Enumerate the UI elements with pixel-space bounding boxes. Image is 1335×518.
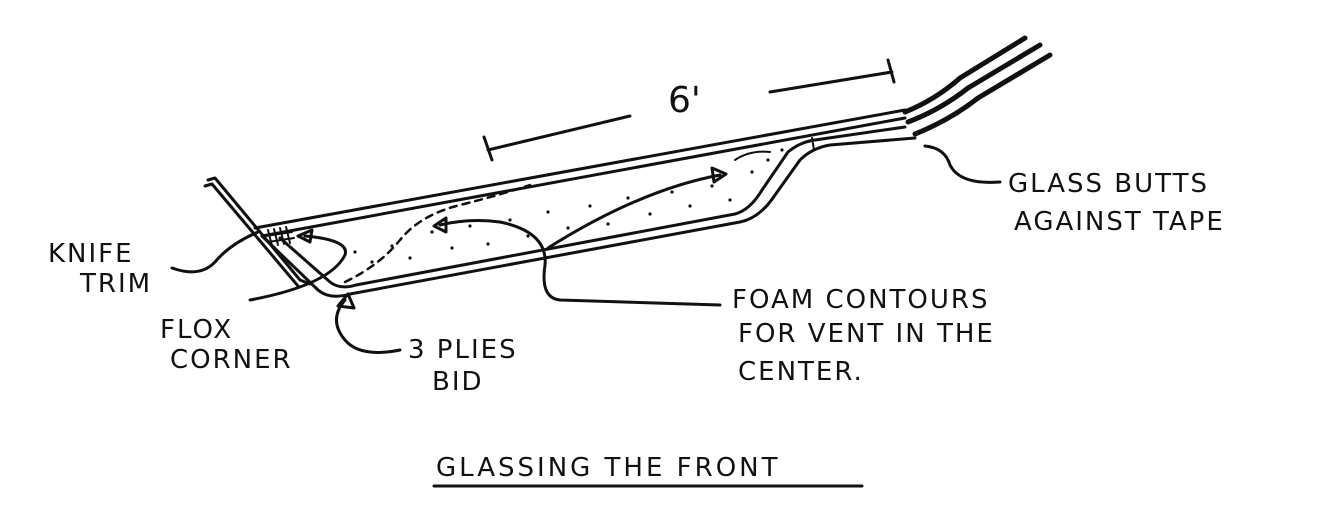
foam-line-1: FOAM CONTOURS <box>732 285 989 315</box>
arrowhead-flox <box>296 228 314 244</box>
knife-trim-line-2: TRIM <box>79 269 152 299</box>
glass-top-inner <box>260 116 907 238</box>
label-glass-butts: GLASS BUTTS AGAINST TAPE <box>1008 169 1225 237</box>
glass-butts-line-2: AGAINST TAPE <box>1014 207 1225 237</box>
dimension-line-left <box>486 114 632 152</box>
leader-foam-2 <box>546 173 722 250</box>
plies-line-1: 3 PLIES <box>408 335 518 365</box>
foam-contour-line <box>734 150 771 161</box>
knife-trim-line-1: KNIFE <box>48 239 134 269</box>
label-flox-corner: FLOX CORNER <box>160 315 293 375</box>
plies-line-2: BID <box>432 367 484 397</box>
foam-contour-dashed <box>343 183 532 284</box>
label-plies: 3 PLIES BID <box>408 335 518 397</box>
dimension-label: 6' <box>668 80 701 121</box>
leader-glass-butts <box>923 144 1002 184</box>
label-knife-trim: KNIFE TRIM <box>48 239 152 299</box>
diagram-title: GLASSING THE FRONT <box>436 453 781 483</box>
tape-edge-mark <box>811 137 815 151</box>
glass-butts-line-1: GLASS BUTTS <box>1008 169 1209 199</box>
existing-structure-line-1 <box>902 35 1028 115</box>
arrowhead-foam <box>432 216 448 234</box>
leader-plies <box>335 298 402 354</box>
leader-foam <box>438 219 722 307</box>
glass-bottom-inner <box>278 125 907 289</box>
foam-dots <box>353 148 784 264</box>
foam-line-2: FOR VENT IN THE <box>738 319 995 349</box>
flox-corner-line-1: FLOX <box>160 315 233 345</box>
glass-top-outer <box>253 108 907 230</box>
arrowhead-plies <box>336 292 356 310</box>
leader-flox-corner <box>248 234 347 302</box>
dimension-line-right <box>768 70 894 94</box>
knife-trim-line <box>206 176 312 286</box>
flox-corner-line-2: CORNER <box>170 345 293 375</box>
leader-knife-trim <box>170 230 260 274</box>
dimension-tick-right <box>886 58 896 84</box>
arrowhead-foam-2 <box>710 166 728 184</box>
knife-trim-line-2 <box>203 182 300 288</box>
flox-corner-hatch <box>265 226 295 247</box>
existing-structure-line-2 <box>905 42 1043 125</box>
foam-line-3: CENTER. <box>738 357 864 387</box>
dimension-tick-left <box>482 135 494 162</box>
existing-structure-line-3 <box>912 52 1053 137</box>
label-foam-contours: FOAM CONTOURS FOR VENT IN THE CENTER. <box>732 285 995 387</box>
